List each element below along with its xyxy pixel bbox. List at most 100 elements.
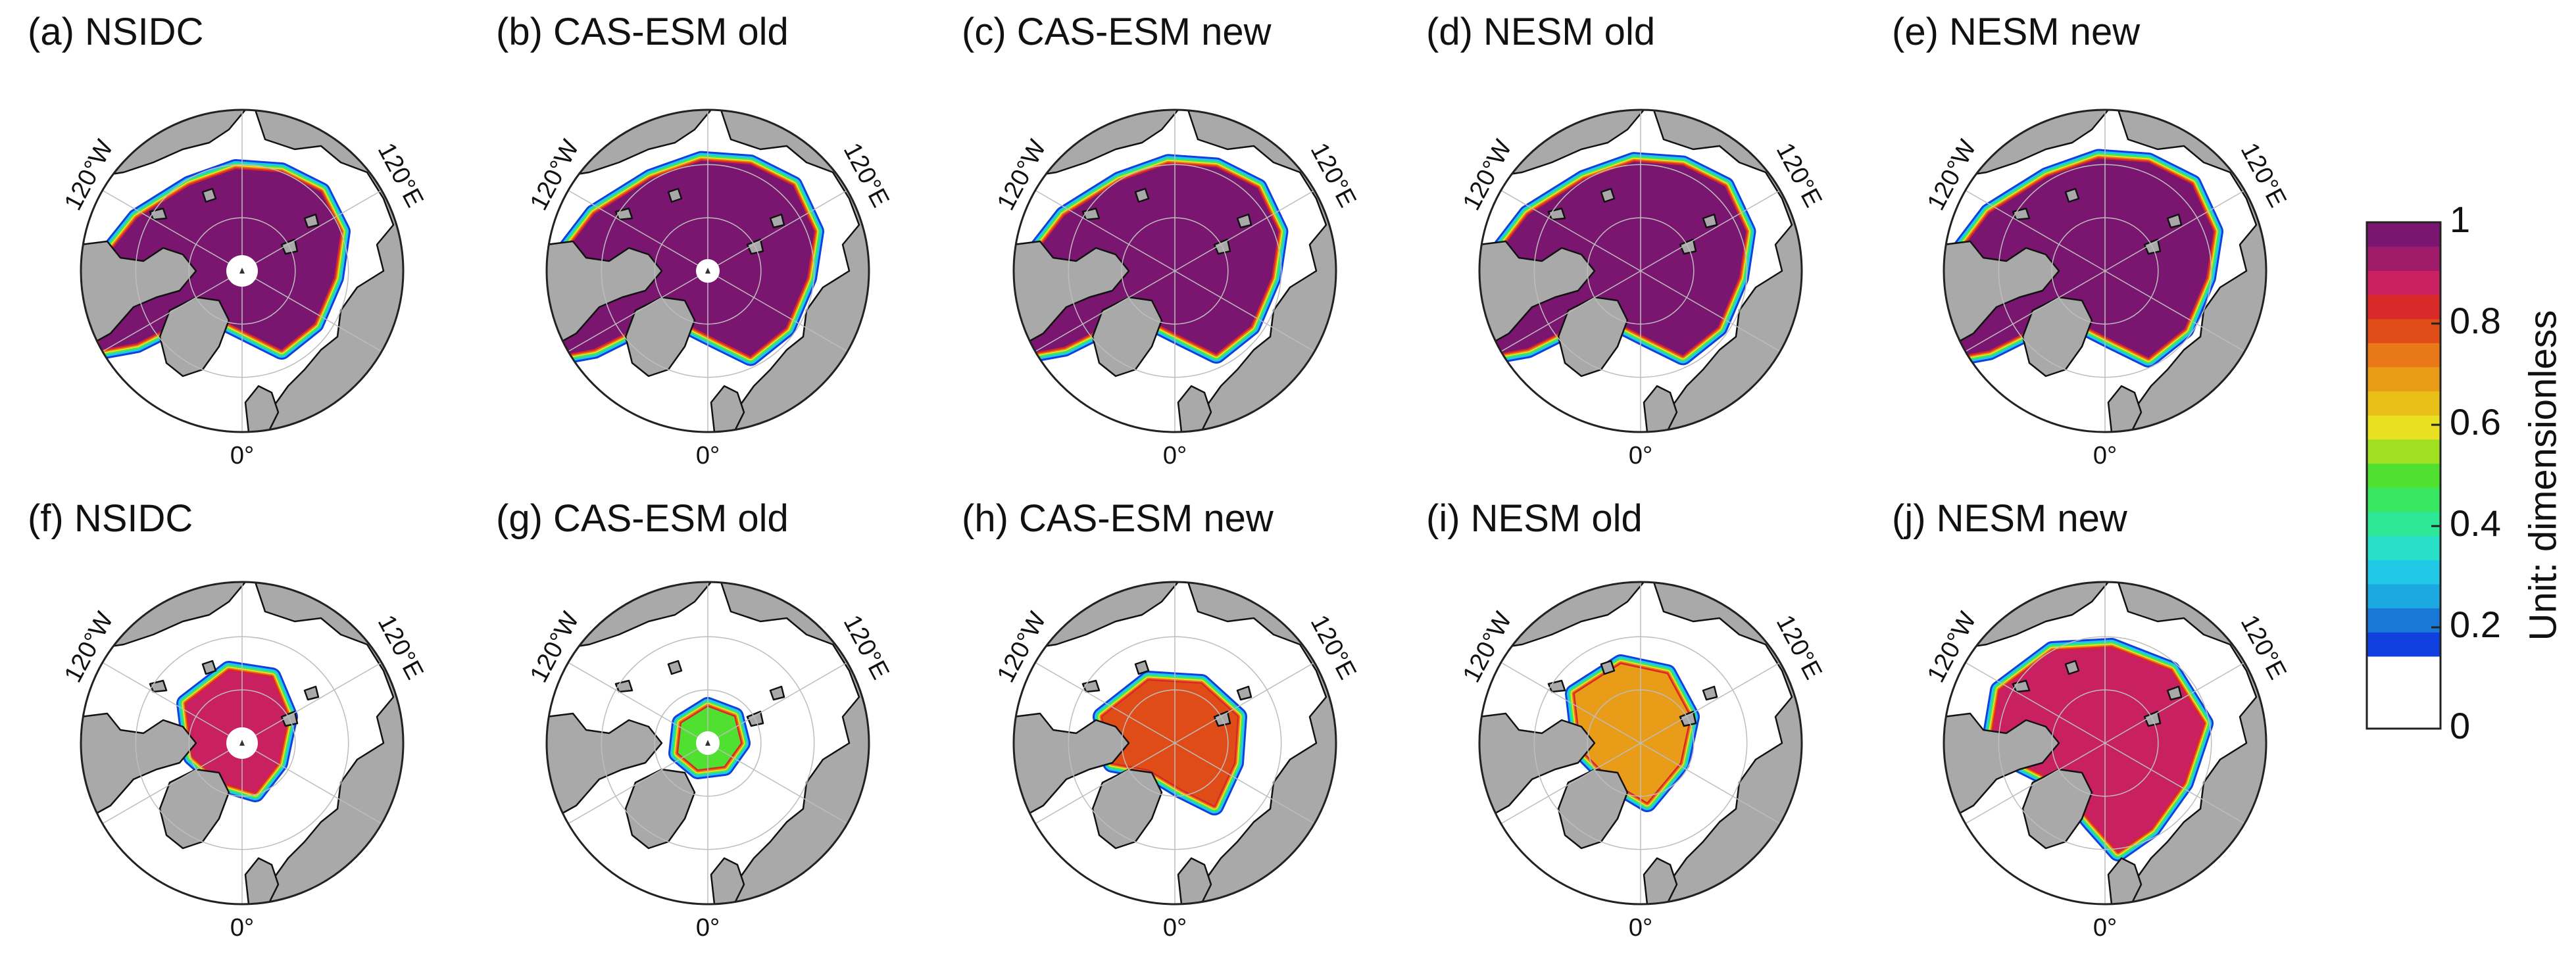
panel-title: (g) CAS-ESM old xyxy=(496,497,789,540)
panel-title: (e) NESM new xyxy=(1892,11,2141,53)
map-content xyxy=(1479,582,1802,904)
colorbar-swatch xyxy=(2367,632,2440,657)
meridian-line xyxy=(568,270,708,352)
lon-label-0: 0° xyxy=(1163,914,1187,942)
colorbar-swatch xyxy=(2367,222,2440,247)
meridian-line xyxy=(241,189,382,272)
lon-label-0: 0° xyxy=(230,914,254,942)
map-frame xyxy=(80,581,405,906)
meridian-line xyxy=(102,662,243,744)
land-mass xyxy=(1600,187,1616,203)
colorbar-swatch xyxy=(2367,608,2440,633)
land-mass xyxy=(244,857,280,904)
map-panel: 120°W 120°E0° xyxy=(1458,109,1827,470)
meridian-line xyxy=(1500,270,1641,352)
map-content xyxy=(1014,110,1336,432)
meridian-line xyxy=(1640,270,1781,352)
land-mass xyxy=(159,296,230,377)
meridian-line xyxy=(1174,662,1315,744)
north-pole-marker xyxy=(239,740,245,746)
ice-interior xyxy=(1944,158,2214,358)
land-mass xyxy=(2021,768,2093,850)
land-mass xyxy=(710,385,745,432)
meridian-line xyxy=(1174,270,1315,352)
panel-title: (i) NESM old xyxy=(1426,497,1643,540)
meridian-line xyxy=(1035,742,1176,825)
meridian-line xyxy=(568,189,708,272)
land-mass xyxy=(1600,660,1616,675)
sea-ice-field xyxy=(1014,154,1289,364)
map-panels: 120°W 120°E0° (a) NSIDC 120°W 120°E0° (b) CAS… xyxy=(28,11,2292,942)
map-panel: 120°W 120°E0° xyxy=(1458,581,1827,942)
land-mass xyxy=(2064,187,2080,203)
map-content xyxy=(547,110,869,432)
colorbar-swatch xyxy=(2367,704,2440,729)
land-mass xyxy=(1177,385,1212,432)
land-mass xyxy=(2064,660,2080,675)
colorbar-swatch xyxy=(2367,391,2440,416)
map-frame xyxy=(1943,109,2267,433)
meridian-line xyxy=(2104,270,2245,352)
lon-label-0: 0° xyxy=(1163,442,1187,470)
map-frame xyxy=(1012,581,1337,906)
ice-interior xyxy=(548,160,814,356)
map-content xyxy=(1944,110,2266,432)
colorbar-swatch xyxy=(2367,656,2440,681)
colorbar-swatch xyxy=(2367,343,2440,368)
sea-ice-field xyxy=(1565,654,1700,812)
colorbar-swatches xyxy=(2367,222,2440,729)
land-mass xyxy=(769,213,785,229)
ice-interior xyxy=(1575,664,1690,802)
meridian-line xyxy=(1174,189,1315,272)
meridian-line xyxy=(1640,189,1781,272)
colorbar-swatch xyxy=(2367,415,2440,440)
land-mass xyxy=(1091,768,1163,850)
meridian-line xyxy=(1035,189,1176,272)
land-mass xyxy=(667,660,683,675)
lon-label-0: 0° xyxy=(696,914,720,942)
meridian-line xyxy=(1965,189,2106,272)
meridian-line xyxy=(1500,742,1641,825)
sea-ice-field xyxy=(1093,671,1247,815)
colorbar-tick-label: 0 xyxy=(2450,705,2470,746)
meridian-line xyxy=(1035,270,1176,352)
lon-label-0: 0° xyxy=(1629,442,1652,470)
meridian-line xyxy=(1174,742,1315,825)
land-mass xyxy=(1643,385,1678,432)
land-mass xyxy=(201,660,217,675)
colorbar-swatch xyxy=(2367,680,2440,705)
colorbar-swatch xyxy=(2367,584,2440,609)
colorbar-swatch xyxy=(2367,512,2440,537)
meridian-line xyxy=(568,662,708,744)
land-mass xyxy=(303,213,320,229)
meridian-line xyxy=(102,189,243,272)
colorbar-ticks: 1 0.8 0.6 0.4 0.2 0 xyxy=(2431,199,2501,746)
panel-title: (f) NSIDC xyxy=(28,497,193,540)
map-frame xyxy=(545,581,870,906)
land-mass xyxy=(1643,857,1678,904)
colorbar-swatch xyxy=(2367,295,2440,320)
meridian-line xyxy=(1035,662,1176,744)
map-panel: 120°W 120°E0° xyxy=(992,581,1362,942)
meridian-line xyxy=(707,189,848,272)
land-mass xyxy=(1134,187,1150,203)
colorbar-label: Unit: dimensionless xyxy=(2521,310,2564,641)
meridian-line xyxy=(2104,662,2245,744)
map-frame xyxy=(80,109,405,433)
map-frame xyxy=(1478,109,1803,433)
colorbar-tick-label: 1 xyxy=(2450,199,2470,240)
land-mass xyxy=(1177,857,1212,904)
meridian-line xyxy=(2104,189,2245,272)
map-content xyxy=(81,582,403,904)
sea-ice-field xyxy=(547,151,824,366)
land-mass xyxy=(303,685,320,701)
colorbar-tick-label: 0.6 xyxy=(2450,401,2501,443)
colorbar-swatch xyxy=(2367,560,2440,585)
colorbar-swatch xyxy=(2367,318,2440,343)
colorbar-swatch xyxy=(2367,487,2440,512)
land-mass xyxy=(2107,385,2143,432)
colorbar-frame xyxy=(2365,221,2442,730)
meridian-line xyxy=(707,270,848,352)
map-panel: 120°W 120°E0° xyxy=(1922,109,2292,470)
land-mass xyxy=(710,857,745,904)
